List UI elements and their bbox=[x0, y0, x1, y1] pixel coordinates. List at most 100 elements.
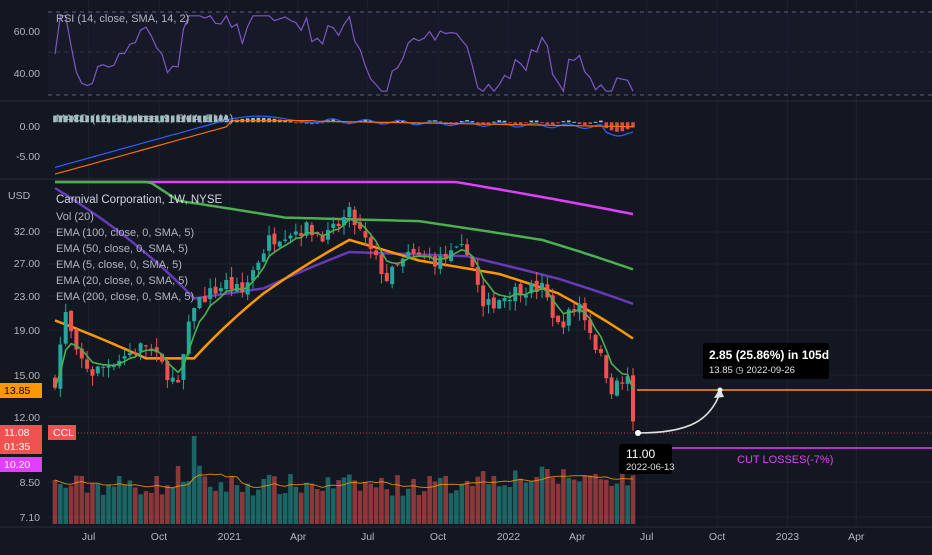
macd-hist-bar bbox=[219, 115, 223, 123]
candle bbox=[309, 224, 314, 236]
candle bbox=[518, 283, 523, 296]
legend-ema-200: EMA (200, close, 0, SMA, 5) bbox=[56, 291, 194, 303]
candle bbox=[368, 237, 373, 249]
candle bbox=[384, 272, 389, 282]
volume-bar bbox=[122, 484, 127, 524]
volume-bar bbox=[84, 492, 90, 524]
volume-bar bbox=[491, 476, 497, 524]
volume-bar bbox=[229, 476, 234, 524]
candle bbox=[127, 352, 132, 356]
projection-arrow[interactable] bbox=[637, 392, 721, 434]
volume-bar bbox=[234, 485, 240, 524]
volume-bar bbox=[593, 474, 598, 524]
volume-bar bbox=[357, 490, 363, 524]
candle bbox=[69, 310, 74, 332]
time-axis-label: 2022 bbox=[497, 531, 521, 543]
time-axis-label: Apr bbox=[848, 531, 865, 543]
volume-bar bbox=[240, 491, 245, 524]
time-axis-label: Jul bbox=[361, 531, 374, 543]
candle bbox=[229, 277, 234, 290]
macd-hist-bar bbox=[192, 115, 196, 123]
volume-bar bbox=[438, 477, 443, 524]
macd-hist-bar bbox=[625, 122, 630, 130]
macd-hist-bar bbox=[513, 122, 518, 125]
candle bbox=[154, 347, 159, 353]
macd-hist-bar bbox=[481, 122, 485, 125]
volume-bar bbox=[630, 475, 636, 524]
macd-hist-bar bbox=[502, 120, 507, 123]
macd-hist-bar bbox=[149, 115, 154, 123]
macd-hist-bar bbox=[486, 122, 491, 124]
volume-bar bbox=[373, 487, 379, 524]
candle bbox=[406, 251, 411, 259]
projection-arrowhead bbox=[714, 388, 724, 398]
volume-bar bbox=[149, 492, 154, 524]
volume-bar bbox=[475, 476, 481, 524]
macd-hist-bar bbox=[310, 122, 314, 125]
volume-bar bbox=[459, 483, 465, 524]
volume-bar bbox=[534, 477, 539, 524]
currency-label: USD bbox=[8, 190, 31, 202]
volume-bar bbox=[598, 479, 604, 524]
volume-bar bbox=[368, 483, 374, 524]
macd-hist-bar bbox=[529, 120, 534, 123]
volume-bar bbox=[261, 478, 267, 524]
volume-bar bbox=[250, 495, 256, 524]
volume-bar bbox=[202, 476, 208, 524]
volume-bar bbox=[79, 476, 85, 524]
candle bbox=[470, 256, 475, 267]
candle bbox=[379, 254, 384, 274]
price-tick: 27.00 bbox=[14, 258, 40, 270]
volume-bar bbox=[496, 486, 502, 524]
volume-bar bbox=[186, 481, 192, 524]
macd-hist-bar bbox=[588, 122, 592, 124]
macd-hist-bar bbox=[133, 115, 138, 123]
volume-bar bbox=[384, 489, 390, 524]
candle bbox=[507, 299, 512, 302]
volume-bar bbox=[181, 481, 186, 524]
volume-bar bbox=[352, 480, 358, 524]
volume-bar bbox=[218, 482, 224, 524]
projection-end-point[interactable] bbox=[717, 387, 723, 393]
macd-hist-bar bbox=[224, 115, 229, 123]
candle bbox=[347, 207, 352, 218]
candle bbox=[358, 222, 363, 229]
macd-hist-bar bbox=[524, 122, 528, 124]
candle bbox=[352, 209, 357, 226]
volume-bar bbox=[454, 490, 459, 524]
volume-bar bbox=[555, 483, 561, 524]
candle bbox=[374, 250, 379, 256]
volume-bar bbox=[443, 476, 448, 524]
volume-bar bbox=[566, 477, 572, 524]
symbol-title: Carnival Corporation, 1W, NYSE bbox=[56, 194, 223, 206]
macd-hist-bar bbox=[197, 115, 202, 123]
volume-bar bbox=[68, 485, 74, 524]
volume-bar bbox=[561, 469, 566, 524]
volume-bar bbox=[138, 494, 143, 524]
candle bbox=[293, 231, 298, 235]
macd-hist-bar bbox=[497, 120, 502, 123]
volume-bar bbox=[347, 474, 352, 524]
time-axis-label: Apr bbox=[569, 531, 586, 543]
candle bbox=[588, 319, 593, 333]
price-panel: 2.85 (25.86%) in 105d 13.85 ◷ 2022-09-26… bbox=[0, 180, 932, 524]
volume-bar bbox=[421, 491, 427, 524]
volume-bar bbox=[95, 483, 101, 524]
projection-start-point[interactable] bbox=[635, 430, 641, 436]
ticker-badge[interactable] bbox=[48, 425, 76, 440]
candle bbox=[283, 239, 288, 241]
candle bbox=[620, 382, 625, 384]
macd-hist-bar bbox=[368, 120, 373, 123]
volume-bar bbox=[336, 480, 341, 524]
start-date: 2022-06-13 bbox=[626, 462, 675, 473]
volume-bar bbox=[587, 475, 593, 524]
candle bbox=[74, 329, 79, 350]
volume-bar bbox=[325, 477, 331, 524]
rsi-panel: RSI (14, close, SMA, 14, 2) 60.00 40.00 bbox=[14, 11, 932, 96]
candle bbox=[165, 360, 170, 381]
macd-hist-bar bbox=[475, 122, 480, 124]
volume-bar bbox=[518, 478, 523, 524]
candle bbox=[454, 246, 459, 248]
candle bbox=[363, 231, 368, 238]
